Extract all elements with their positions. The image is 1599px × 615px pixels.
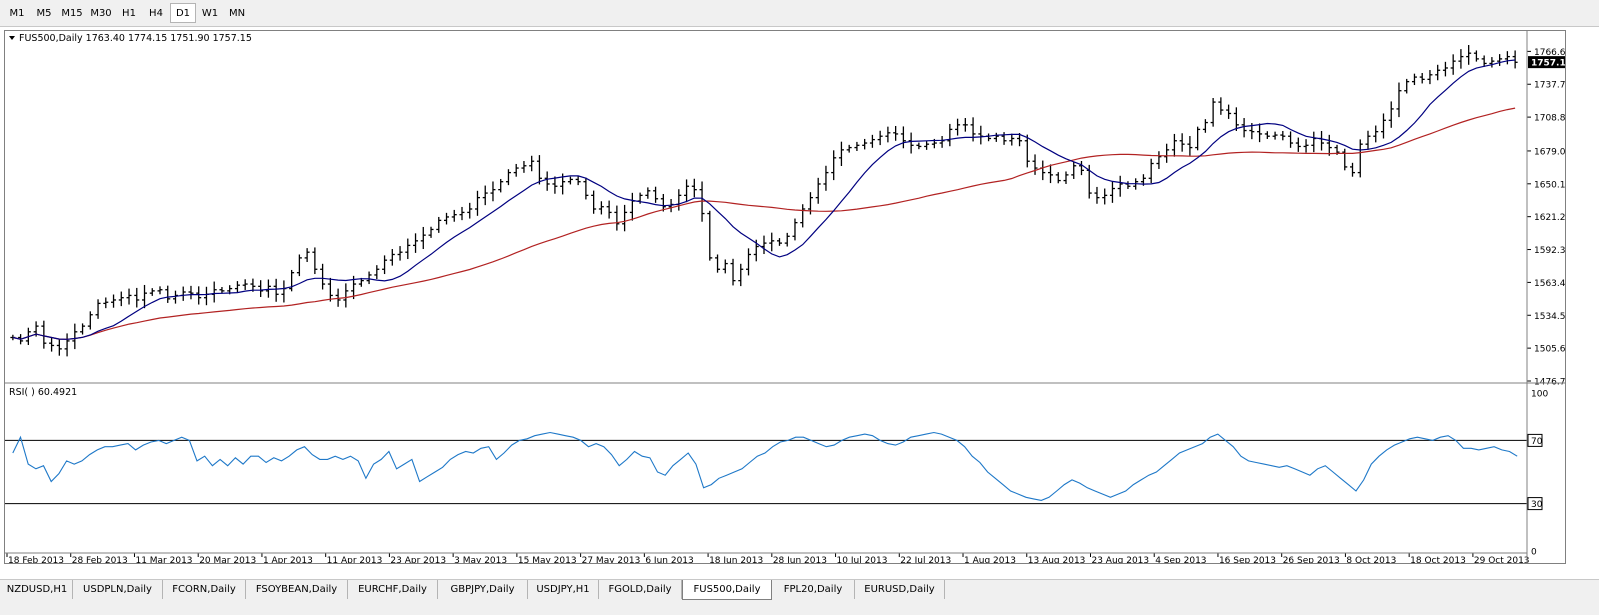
date-tick-label: 26 Sep 2013 [1283,556,1340,563]
chart-canvas[interactable]: 1766.60 1737.70 1708.80 1679.05 1650.15 1621.… [5,31,1565,563]
chart-tab-fpl20-daily[interactable]: FPL20,Daily [772,580,855,599]
timeframe-mn-button[interactable]: MN [228,8,246,19]
rsi-level-box [1527,433,1543,447]
date-tick-label: 18 Oct 2013 [1410,556,1466,563]
date-tick-label: 18 Feb 2013 [8,556,64,563]
price-tick-label: 1737.70 [1534,81,1565,91]
chart-tab-gbpjpy-daily[interactable]: GBPJPY,Daily [438,580,528,599]
chart-tab-usdjpy-h1[interactable]: USDJPY,H1 [528,580,599,599]
price-tick-label: 1534.55 [1534,312,1565,322]
current-price-box [1528,56,1565,69]
timeframe-d1-button[interactable]: D1 [170,3,196,23]
date-tick-label: 20 Mar 2013 [199,556,256,563]
date-tick-label: 13 Aug 2013 [1028,556,1086,563]
chart-tab-eurchf-daily[interactable]: EURCHF,Daily [348,580,438,599]
chart-tab-fus500-daily[interactable]: FUS500,Daily [682,580,772,600]
date-tick-label: 18 Jun 2013 [709,556,763,563]
timeframe-m5-button[interactable]: M5 [36,8,52,19]
date-tick-label: 23 Aug 2013 [1091,556,1149,563]
rsi-level-box [1527,497,1543,511]
price-tick-label: 1563.45 [1534,279,1565,289]
chart-tab-nzdusd-h1[interactable]: NZDUSD,H1 [2,580,73,599]
rsi-tick-label: 70 [1531,437,1543,447]
sma-fast-line [12,59,1516,340]
rsi-pane: RSI( ) 60.4921 100 70 30 0 [5,387,1548,558]
timeframe-m15-button[interactable]: M15 [61,8,83,19]
date-tick-label: 4 Sep 2013 [1155,556,1206,563]
chart-tab-fcorn-daily[interactable]: FCORN,Daily [163,580,246,599]
price-pane: 1766.60 1737.70 1708.80 1679.05 1650.15 1621.… [9,33,1565,388]
date-tick-label: 29 Oct 2013 [1474,556,1530,563]
timeframe-w1-button[interactable]: W1 [201,8,219,19]
price-tick-label: 1592.35 [1534,246,1565,256]
date-tick-label: 1 Aug 2013 [964,556,1016,563]
chart-tab-eurusd-daily[interactable]: EURUSD,Daily [855,580,945,599]
date-tick-label: 11 Apr 2013 [327,556,383,563]
timeframe-h4-button[interactable]: H4 [149,8,163,19]
chart-tab-fgold-daily[interactable]: FGOLD,Daily [599,580,682,599]
date-tick-label: 28 Feb 2013 [72,556,128,563]
price-tick-label: 1505.65 [1534,345,1565,355]
rsi-tick-label: 30 [1531,500,1543,510]
chart-tab-usdpln-daily[interactable]: USDPLN,Daily [73,580,163,599]
date-tick-label: 1 Apr 2013 [263,556,313,563]
date-tick-label: 3 May 2013 [454,556,507,563]
date-tick-label: 23 Apr 2013 [390,556,446,563]
price-tick-label: 1766.60 [1534,48,1565,58]
current-price-label: 1757.15 [1531,59,1565,69]
rsi-line [12,431,1518,501]
sma-slow-line [12,107,1516,340]
timeframe-h1-button[interactable]: H1 [122,8,136,19]
date-tick-label: 16 Sep 2013 [1219,556,1276,563]
date-tick-label: 15 May 2013 [518,556,577,563]
chart-tabs-bar: NZDUSD,H1 USDPLN,Daily FCORN,Daily FSOYBEAN… [0,579,1599,615]
timeframe-m30-button[interactable]: M30 [90,8,112,19]
collapse-triangle-icon [9,36,15,40]
price-tick-label: 1650.15 [1534,180,1565,190]
date-tick-label: 11 Mar 2013 [135,556,192,563]
price-tick-label: 1621.25 [1534,213,1565,223]
timeframe-m1-button[interactable]: M1 [9,8,25,19]
rsi-tick-label: 100 [1531,390,1548,400]
price-tick-label: 1708.80 [1534,114,1565,124]
date-tick-label: 27 May 2013 [582,556,641,563]
date-tick-label: 28 Jun 2013 [773,556,827,563]
rsi-header: RSI( ) 60.4921 [9,387,77,398]
date-tick-label: 22 Jul 2013 [900,556,951,563]
date-tick-label: 8 Oct 2013 [1346,556,1396,563]
date-tick-label: 10 Jul 2013 [837,556,888,563]
date-axis: 18 Feb 2013 28 Feb 2013 11 Mar 2013 20 Mar … [6,553,1530,563]
chart-window[interactable]: 1766.60 1737.70 1708.80 1679.05 1650.15 1621.… [4,30,1566,564]
price-tick-label: 1679.05 [1534,147,1565,157]
chart-tab-fsoybean-daily[interactable]: FSOYBEAN,Daily [246,580,348,599]
chart-header: FUS500,Daily 1763.40 1774.15 1751.90 175… [19,33,252,44]
timeframe-toolbar: M1 M5 M15 M30 H1 H4 D1 W1 MN [0,0,1599,27]
rsi-tick-label: 0 [1531,548,1537,558]
date-tick-label: 6 Jun 2013 [645,556,693,563]
